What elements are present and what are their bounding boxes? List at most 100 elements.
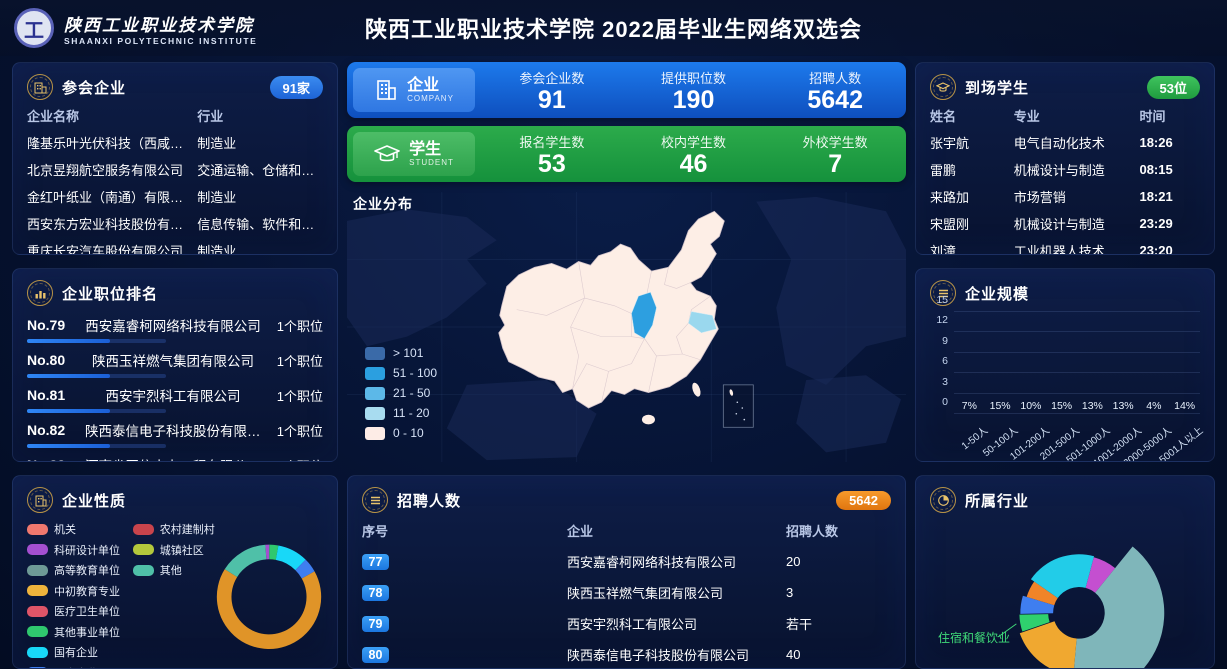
ranking-list: No.79 西安嘉睿柯网络科技有限公司 1个职位 No.80 陕西玉祥燃气集团有限公司 1… [27, 315, 323, 461]
gridline [954, 331, 1200, 333]
student-major-cell: 工业机器人技术 [1013, 244, 1105, 255]
panel-company-nature: 企业性质 机关 科研设计单位 高等教育单位 中初教育专业 医疗卫生单位 其他事业单位 国有企… [12, 475, 338, 669]
company-name-cell: 北京昱翔航空服务有限公司 [27, 163, 184, 178]
recruit-total-badge: 5642 [836, 490, 891, 510]
recruit-count-cell: 若干 [786, 617, 813, 632]
stat-cell: 招聘人数 5642 [764, 62, 906, 118]
ranking-row: No.80 陕西玉祥燃气集团有限公司 1个职位 [27, 350, 323, 378]
student-name-cell: 刘潼 [930, 244, 957, 255]
rank-company-name: 西安嘉睿柯网络科技有限公司 [85, 319, 261, 334]
map-legend-item: > 101 [365, 346, 437, 360]
map-legend-label: 0 - 10 [393, 426, 424, 440]
ranking-row: No.81 西安宇烈科工有限公司 1个职位 [27, 385, 323, 413]
stat-cell: 报名学生数 53 [481, 126, 623, 182]
china-outline [498, 210, 725, 409]
world-landmass [347, 196, 906, 461]
row-index-badge: 79 [362, 615, 389, 632]
y-tick-label: 0 [942, 396, 948, 408]
row-index-cell: 78 [362, 584, 567, 601]
bar-slot: 13% [1077, 400, 1108, 414]
chart-segment [1085, 557, 1116, 593]
province-shaanxi-highlight [631, 291, 657, 339]
ranking-line: No.79 西安嘉睿柯网络科技有限公司 1个职位 [27, 315, 323, 335]
scale-bar-chart: 0 3 6 9 12 15 7% 15% 10% 15% 13% 13% 4% 14% 1-50人 50-1… [930, 294, 1205, 461]
gridline [954, 372, 1200, 374]
student-card-sublabel: STUDENT [409, 158, 454, 167]
map-legend-item: 0 - 10 [365, 426, 437, 440]
legend-item: 医疗卫生单位 [27, 603, 129, 619]
bar-slot: 7% [954, 400, 985, 414]
panel-company-nature-title: 企业性质 [62, 492, 127, 510]
table-row: 来路加 市场营销 18:21 [930, 183, 1200, 210]
rank-number: No.82 [27, 422, 66, 438]
student-major-cell: 电气自动化技术 [1013, 136, 1105, 151]
x-tick-slot: 1-50人 [954, 414, 990, 460]
industry-cell: 制造业 [197, 244, 237, 255]
china-map-area: 企业分布 [347, 192, 906, 462]
panel-industry-title: 所属行业 [965, 492, 1030, 510]
stat-label: 校内学生数 [661, 134, 727, 150]
student-name-cell: 张宇航 [930, 136, 970, 151]
bar-slot: 15% [1046, 400, 1077, 414]
table-row: 西安东方宏业科技股份有限公司 信息传输、软件和信... [27, 210, 323, 237]
stat-cell: 参会企业数 91 [481, 62, 623, 118]
taiwan-island [692, 382, 701, 397]
province-jiangsu-highlight [688, 311, 717, 334]
menu-lines-icon [930, 280, 956, 306]
chart-segment [269, 544, 279, 560]
rank-number: No.80 [27, 352, 66, 368]
map-legend-swatch-icon [365, 386, 385, 400]
rank-company-name: 陕西玉祥燃气集团有限公司 [92, 354, 254, 369]
chart-segment [216, 569, 322, 649]
legend-column: 机关科研设计单位高等教育单位中初教育专业医疗卫生单位其他事业单位国有企业三资企业… [27, 521, 129, 668]
nature-legend: 机关科研设计单位高等教育单位中初教育专业医疗卫生单位其他事业单位国有企业三资企业… [27, 521, 215, 668]
map-legend-item: 51 - 100 [365, 366, 437, 380]
legend-swatch-icon [27, 626, 48, 637]
stat-label: 提供职位数 [661, 70, 727, 86]
panel-companies-title: 参会企业 [62, 79, 127, 97]
nature-donut-chart [216, 544, 322, 649]
panel-recruit-header: 招聘人数 5642 [362, 485, 891, 515]
y-tick-label: 15 [936, 294, 948, 306]
china-map [347, 192, 906, 462]
graduation-cap-icon [374, 145, 400, 162]
chart-segment [295, 559, 315, 579]
arrival-time-cell: 18:21 [1139, 189, 1173, 204]
student-name-cell: 来路加 [930, 190, 970, 205]
company-name-cell: 重庆长安汽车股份有限公司 [27, 244, 184, 255]
stat-label: 外校学生数 [802, 134, 868, 150]
rank-number: No.83 [27, 457, 85, 461]
bar-value-label: 14% [1174, 400, 1196, 412]
column-header: 企业名称 [27, 109, 80, 124]
table-row: 重庆长安汽车股份有限公司 制造业 [27, 237, 323, 255]
building-icon [27, 74, 53, 100]
bar-slot: 14% [1169, 400, 1200, 414]
company-card-tile: 企业 COMPANY [353, 68, 475, 112]
legend-swatch-icon [27, 585, 48, 596]
school-name: 陕西工业职业技术学院 [64, 15, 254, 35]
arrival-time-cell: 08:15 [1139, 162, 1173, 177]
rank-bar-track [27, 409, 167, 413]
bar-value-label: 10% [1020, 400, 1042, 412]
ranking-icon [27, 280, 53, 306]
row-index-cell: 79 [362, 615, 567, 632]
legend-label: 医疗卫生单位 [54, 606, 120, 618]
legend-swatch-icon [132, 564, 154, 576]
legend-label: 国有企业 [54, 647, 98, 659]
map-legend-label: 11 - 20 [393, 406, 430, 420]
panel-company-scale: 企业规模 0 3 6 9 12 15 7% 15% 10% 15% 13% 13% 4% 14% 1-50… [915, 268, 1215, 462]
column-header: 招聘人数 [786, 524, 839, 539]
panel-company-nature-header: 企业性质 [27, 485, 323, 515]
panel-recruit-count: 招聘人数 5642 序号 企业 招聘人数 77 西安嘉睿柯网络科技有限公司 20 78 陕西玉… [347, 475, 906, 669]
legend-label: 高等教育单位 [54, 565, 120, 577]
table-row: 北京昱翔航空服务有限公司 交通运输、仓储和邮... [27, 156, 323, 183]
stat-label: 招聘人数 [809, 70, 862, 86]
column-header: 时间 [1139, 109, 1166, 124]
row-index-badge: 80 [362, 646, 389, 663]
company-stats: 参会企业数 91 提供职位数 190 招聘人数 5642 [481, 62, 906, 118]
panel-students-title: 到场学生 [965, 79, 1030, 97]
legend-item: 国有企业 [27, 644, 129, 660]
company-name-cell: 西安东方宏业科技股份有限公司 [27, 217, 198, 232]
rank-number: No.79 [27, 317, 66, 333]
legend-swatch-icon [27, 605, 48, 617]
